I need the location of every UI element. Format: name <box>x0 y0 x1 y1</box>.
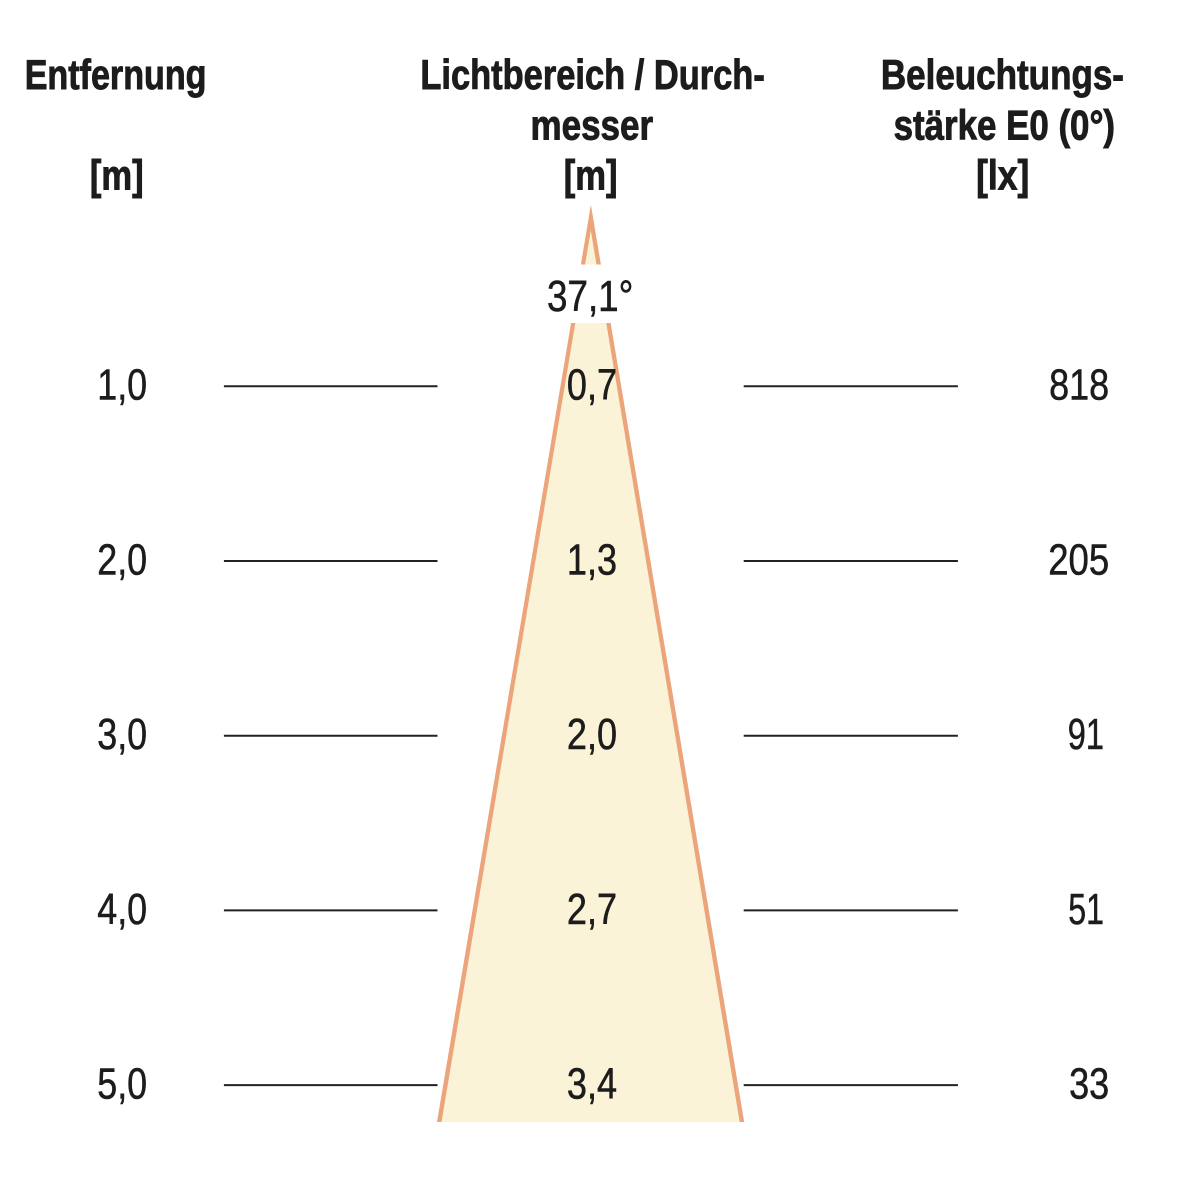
svg-text:4,0: 4,0 <box>97 884 147 933</box>
svg-text:37,1°: 37,1° <box>547 271 633 321</box>
svg-text:Beleuchtungs-: Beleuchtungs- <box>881 52 1124 98</box>
svg-text:3,0: 3,0 <box>97 710 147 759</box>
svg-text:1,3: 1,3 <box>567 535 617 584</box>
svg-text:[m]: [m] <box>564 153 618 200</box>
svg-text:51: 51 <box>1068 885 1104 934</box>
svg-text:205: 205 <box>1048 534 1109 584</box>
svg-text:818: 818 <box>1049 360 1109 409</box>
svg-text:[m]: [m] <box>90 153 144 200</box>
svg-text:1,0: 1,0 <box>97 360 147 409</box>
svg-text:2,0: 2,0 <box>567 710 617 759</box>
svg-text:Lichtbereich / Durch-: Lichtbereich / Durch- <box>420 52 764 99</box>
svg-text:3,4: 3,4 <box>567 1059 617 1108</box>
svg-text:33: 33 <box>1069 1059 1109 1108</box>
svg-text:5,0: 5,0 <box>97 1059 147 1108</box>
svg-text:Entfernung: Entfernung <box>25 53 207 99</box>
svg-text:91: 91 <box>1068 710 1104 759</box>
svg-text:2,0: 2,0 <box>97 535 147 584</box>
svg-text:[lx]: [lx] <box>976 153 1029 199</box>
svg-text:stärke E0 (0°): stärke E0 (0°) <box>894 103 1115 150</box>
svg-text:0,7: 0,7 <box>567 360 617 409</box>
svg-text:messer: messer <box>530 103 653 149</box>
svg-text:2,7: 2,7 <box>567 884 617 933</box>
